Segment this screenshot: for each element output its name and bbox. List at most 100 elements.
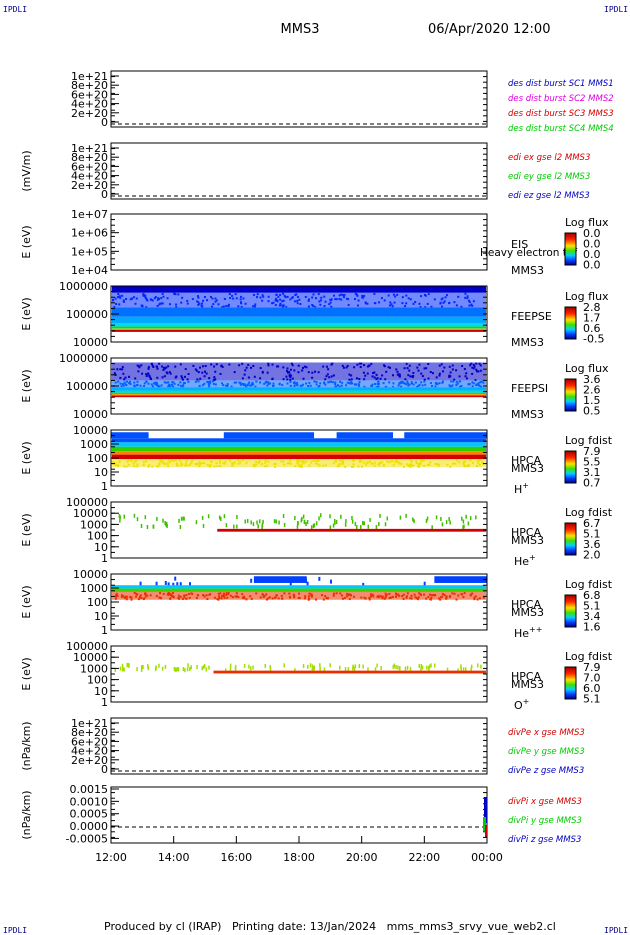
band-speck-3 (410, 597, 413, 600)
y-tick-label: 10 (94, 610, 108, 623)
band-speck-5 (114, 462, 117, 465)
band-6 (112, 395, 486, 398)
band-speck-0 (332, 523, 335, 528)
band-speck-3 (184, 597, 187, 600)
band-speck-5 (464, 460, 467, 463)
band-speck-0 (152, 365, 155, 368)
band-speck-3 (335, 592, 338, 595)
colorbar-tick-label: 3.6 (583, 538, 601, 551)
band-speck-0 (356, 363, 359, 366)
band-speck-0 (340, 514, 342, 519)
band-speck-0 (412, 374, 415, 377)
band-speck-0 (264, 663, 267, 668)
band-speck-0 (307, 371, 310, 374)
band-speck-0 (184, 368, 187, 371)
band-speck-0 (136, 667, 138, 672)
band-speck-0 (387, 366, 390, 369)
band-speck-0 (244, 519, 246, 524)
band-speck-3 (169, 597, 172, 600)
band-speck-5 (123, 465, 126, 468)
band-speck-5 (334, 459, 337, 462)
band-speck-1 (401, 302, 404, 305)
band-speck-5 (260, 463, 263, 466)
band-speck-1 (285, 306, 288, 309)
band-speck-0 (208, 377, 211, 380)
band-speck-1 (406, 380, 409, 383)
band-speck-3 (139, 594, 142, 597)
band-speck-3 (397, 593, 400, 596)
band-speck-1 (196, 300, 199, 303)
band-speck-5 (258, 461, 261, 464)
band-speck-0 (214, 370, 217, 373)
band-1 (112, 442, 486, 447)
band-speck-3 (437, 597, 440, 600)
y-tick-label: 1e+21 (71, 717, 108, 730)
band-speck-1 (370, 384, 373, 387)
y-tick-label: 4e+20 (71, 170, 108, 183)
band-speck-1 (355, 383, 358, 386)
band-speck-3 (425, 597, 428, 600)
band-speck-3 (292, 593, 295, 596)
band-speck-1 (146, 299, 149, 302)
band-speck-3 (226, 596, 229, 599)
band-speck-5 (298, 459, 301, 462)
band-speck-0 (374, 667, 377, 672)
band-speck-5 (145, 460, 148, 463)
band-speck-0 (147, 666, 150, 671)
band-speck-0 (186, 667, 189, 672)
band-speck-1 (380, 297, 383, 300)
band-speck-5 (420, 459, 423, 462)
band-speck-5 (300, 463, 303, 466)
band-speck-0 (472, 367, 475, 370)
band-speck-0 (334, 520, 336, 525)
band-speck-1 (464, 296, 467, 299)
band-speck-1 (472, 382, 475, 385)
band-speck-1 (198, 302, 201, 305)
band-speck-0 (189, 667, 191, 672)
band-speck-3 (345, 595, 348, 598)
band-speck-0 (375, 525, 378, 530)
band-speck-0 (252, 522, 255, 527)
band-speck-1 (293, 300, 296, 303)
band-speck-0 (438, 374, 441, 377)
band-speck-5 (228, 459, 231, 462)
y-tick-label: 0 (101, 116, 108, 129)
band-speck-1 (445, 294, 448, 297)
band-speck-5 (296, 459, 299, 462)
band-speck-5 (415, 461, 418, 464)
band-speck-1 (125, 380, 128, 383)
band-speck-0 (353, 666, 356, 671)
band-speck-0 (376, 377, 379, 380)
band-speck-1 (391, 386, 394, 389)
colorbar-tick-label: 0.5 (583, 404, 601, 417)
colorbar-tick-label: 5.1 (583, 599, 601, 612)
band-3 (112, 451, 486, 455)
band-speck-3 (205, 594, 208, 597)
band-speck-0 (229, 663, 232, 668)
band-speck-0 (319, 666, 321, 671)
band-speck-0 (312, 666, 315, 671)
band-speck-0 (375, 378, 378, 381)
band-tick-0 (179, 582, 182, 587)
colorbar-tick-label: 3.1 (583, 466, 601, 479)
band-speck-1 (182, 381, 185, 384)
instrument-label: FEEPSE (511, 310, 552, 323)
band-speck-1 (167, 385, 170, 388)
band-speck-5 (318, 464, 321, 467)
band-speck-0 (409, 375, 412, 378)
band-speck-5 (365, 463, 368, 466)
band-speck-3 (395, 595, 398, 598)
band-speck-1 (323, 382, 326, 385)
band-speck-1 (214, 383, 217, 386)
band-speck-3 (368, 598, 371, 601)
band-speck-0 (155, 365, 158, 368)
band-speck-1 (259, 296, 262, 299)
band-speck-1 (334, 383, 337, 386)
band-speck-1 (459, 380, 462, 383)
band-speck-3 (243, 597, 246, 600)
band-speck-1 (441, 305, 444, 308)
band-speck-5 (449, 465, 452, 468)
y-tick-label: 1 (101, 552, 108, 565)
band-speck-1 (261, 294, 264, 297)
